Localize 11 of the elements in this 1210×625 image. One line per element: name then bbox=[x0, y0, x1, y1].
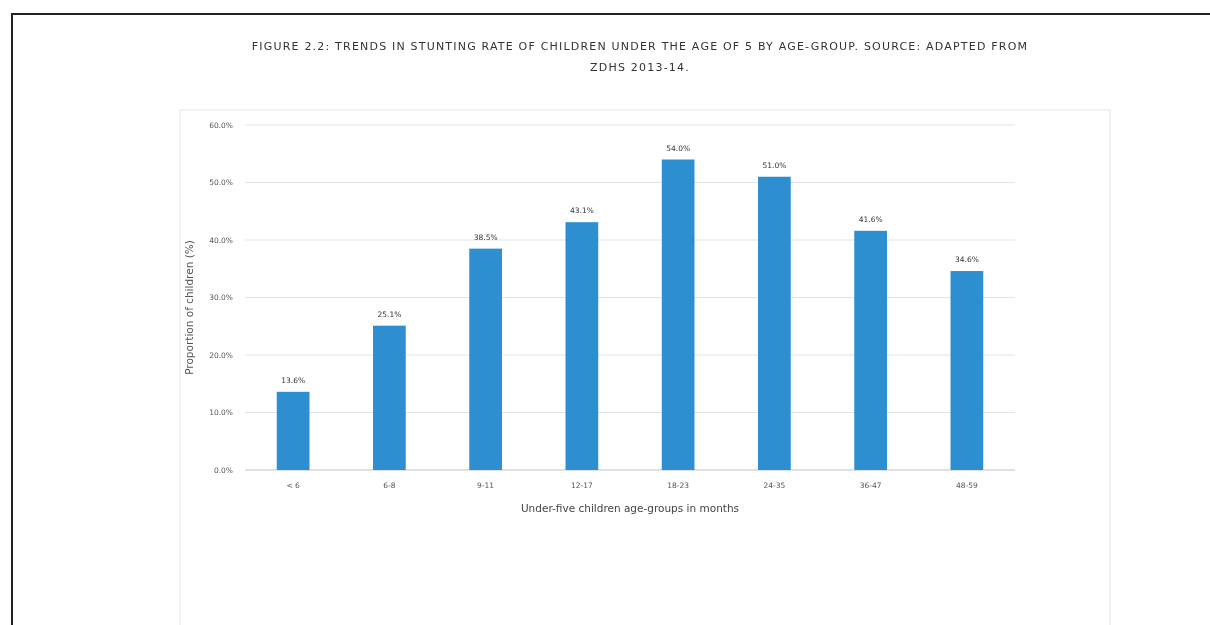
bar bbox=[565, 222, 599, 470]
bar bbox=[758, 176, 791, 470]
bar bbox=[950, 271, 984, 470]
chart-title: FIGURE 2.2: TRENDS IN STUNTING RATE OF CHILDREN UNDER THE AGE OF 5 BY AGE-GROUP. SOURCE: ADAPTED FROM ZDHS 2013-14. bbox=[251, 40, 1029, 74]
bar bbox=[373, 325, 406, 470]
bar bbox=[276, 391, 310, 470]
x-axis-title: Under-five children age-groups in months bbox=[520, 502, 740, 514]
bar bbox=[469, 248, 502, 470]
bar bbox=[661, 159, 695, 470]
bar bbox=[854, 230, 887, 470]
y-axis-title: Proportion of children (%) bbox=[183, 240, 195, 375]
